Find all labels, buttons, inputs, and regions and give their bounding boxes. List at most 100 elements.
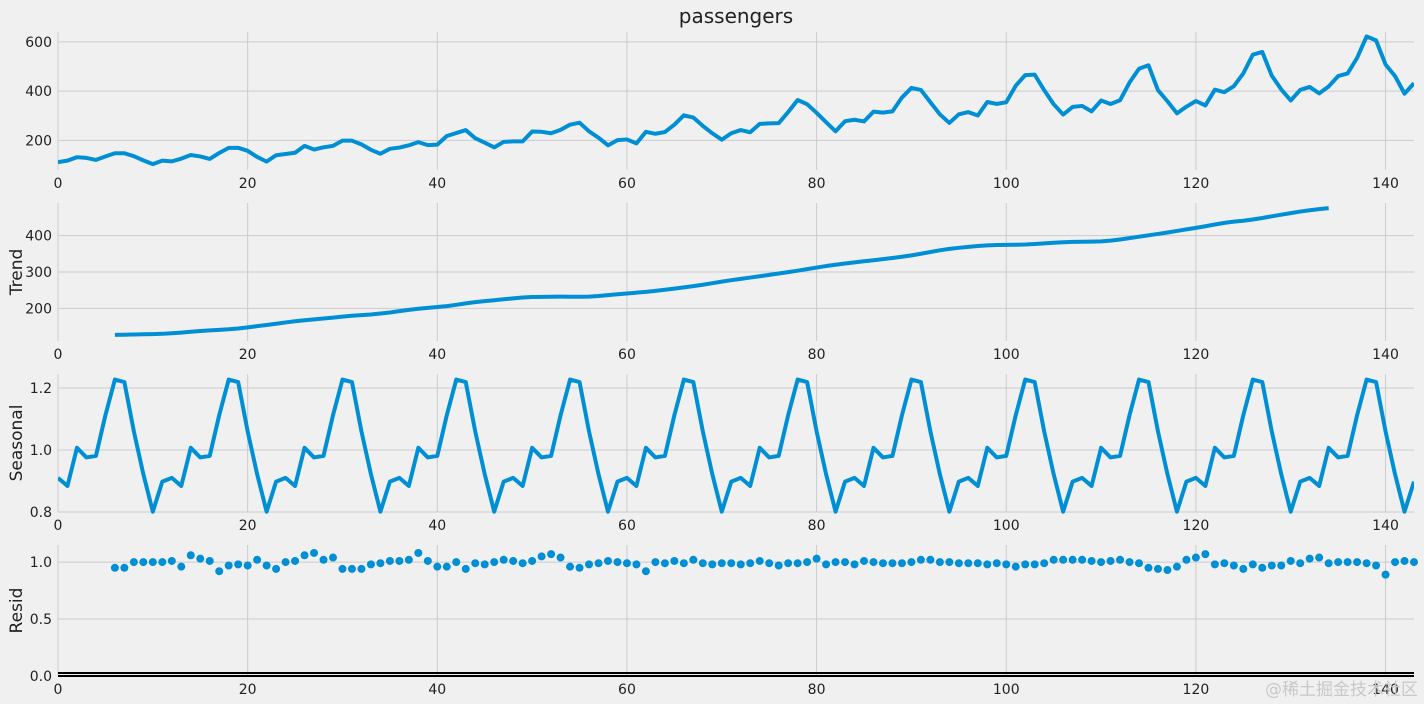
- resid-point: [1277, 561, 1286, 570]
- y-axis-label: Resid: [7, 588, 27, 634]
- resid-point: [347, 564, 356, 573]
- resid-point: [518, 559, 527, 568]
- resid-point: [177, 562, 186, 571]
- resid-point: [727, 559, 736, 568]
- resid-point: [148, 558, 157, 567]
- resid-point: [442, 562, 451, 571]
- x-tick-label: 0: [54, 347, 63, 363]
- resid-point: [1334, 558, 1343, 567]
- x-tick-label: 120: [1183, 518, 1210, 534]
- resid-point: [1201, 550, 1210, 559]
- resid-point: [461, 564, 470, 573]
- resid-point: [907, 558, 916, 567]
- resid-point: [622, 559, 631, 568]
- figure-title: passengers: [679, 4, 793, 28]
- x-tick-label: 20: [239, 347, 257, 363]
- y-tick-label: 1.2: [30, 381, 52, 397]
- passengers-panel: 0 20 40 60 80 100 120 140 200 400 600: [25, 32, 1414, 192]
- x-tick-label: 40: [428, 518, 446, 534]
- x-tick-label: 120: [1183, 682, 1210, 698]
- resid-point: [1410, 558, 1418, 567]
- resid-point: [196, 554, 205, 563]
- resid-point: [831, 558, 840, 567]
- resid-point: [300, 551, 309, 560]
- resid-point: [357, 564, 366, 573]
- resid-point: [376, 559, 385, 568]
- x-tick-label: 0: [54, 682, 63, 698]
- resid-point: [272, 564, 281, 573]
- resid-point: [1030, 560, 1039, 569]
- resid-point: [1286, 556, 1295, 565]
- resid-point: [129, 558, 138, 567]
- resid-point: [594, 559, 603, 568]
- resid-point: [328, 553, 337, 562]
- resid-point: [186, 551, 195, 560]
- resid-point: [803, 558, 812, 567]
- resid-point: [1220, 559, 1229, 568]
- resid-point: [385, 556, 394, 565]
- resid-point: [452, 558, 461, 567]
- resid-point: [585, 560, 594, 569]
- resid-point: [537, 552, 546, 561]
- resid-point: [167, 556, 176, 565]
- resid-point: [822, 560, 831, 569]
- y-tick-label: 1.0: [30, 555, 52, 571]
- resid-point: [651, 558, 660, 567]
- resid-point: [1362, 559, 1371, 568]
- resid-point: [566, 562, 575, 571]
- resid-point: [471, 559, 480, 568]
- y-tick-label: 300: [25, 265, 52, 281]
- resid-point: [319, 555, 328, 564]
- y-tick-label: 200: [25, 133, 52, 149]
- x-tick-label: 0: [54, 176, 63, 192]
- y-tick-label: 400: [25, 229, 52, 245]
- resid-point: [1305, 554, 1314, 563]
- resid-point: [509, 556, 518, 565]
- x-tick-label: 40: [428, 176, 446, 192]
- x-tick-label: 100: [993, 682, 1020, 698]
- y-tick-label: 0.8: [30, 505, 52, 521]
- x-tick-label: 20: [239, 176, 257, 192]
- x-tick-label: 80: [808, 682, 826, 698]
- resid-point: [1267, 561, 1276, 570]
- resid-point: [1153, 564, 1162, 573]
- resid-point: [888, 559, 897, 568]
- resid-point: [641, 567, 650, 576]
- x-tick-label: 80: [808, 347, 826, 363]
- x-tick-label: 20: [239, 518, 257, 534]
- resid-point: [1002, 560, 1011, 569]
- x-tick-label: 120: [1183, 176, 1210, 192]
- resid-point: [1163, 566, 1172, 575]
- resid-point: [1144, 563, 1153, 572]
- resid-point: [395, 556, 404, 565]
- resid-point: [423, 556, 432, 565]
- resid-point: [1296, 559, 1305, 568]
- resid-point: [945, 558, 954, 567]
- resid-point: [1097, 558, 1106, 567]
- resid-point: [717, 559, 726, 568]
- x-tick-label: 100: [993, 347, 1020, 363]
- resid-point: [746, 559, 755, 568]
- resid-point: [139, 558, 148, 567]
- resid-point: [679, 559, 688, 568]
- trend-panel: 0 20 40 60 80 100 120 140 200 300 400 Trend: [7, 203, 1414, 363]
- resid-point: [812, 554, 821, 563]
- resid-point: [603, 556, 612, 565]
- resid-point: [964, 559, 973, 568]
- resid-point: [774, 561, 783, 570]
- x-tick-label: 60: [618, 347, 636, 363]
- resid-point: [490, 558, 499, 567]
- resid-point: [784, 559, 793, 568]
- resid-point: [1135, 559, 1144, 568]
- passengers-series-line: [58, 34, 1414, 167]
- resid-point: [205, 556, 214, 565]
- resid-point: [973, 559, 982, 568]
- resid-point: [916, 555, 925, 564]
- resid-point: [1182, 555, 1191, 564]
- y-axis-label: Trend: [7, 249, 27, 297]
- resid-point: [708, 560, 717, 569]
- resid-point: [1248, 560, 1257, 569]
- x-tick-label: 140: [1372, 347, 1399, 363]
